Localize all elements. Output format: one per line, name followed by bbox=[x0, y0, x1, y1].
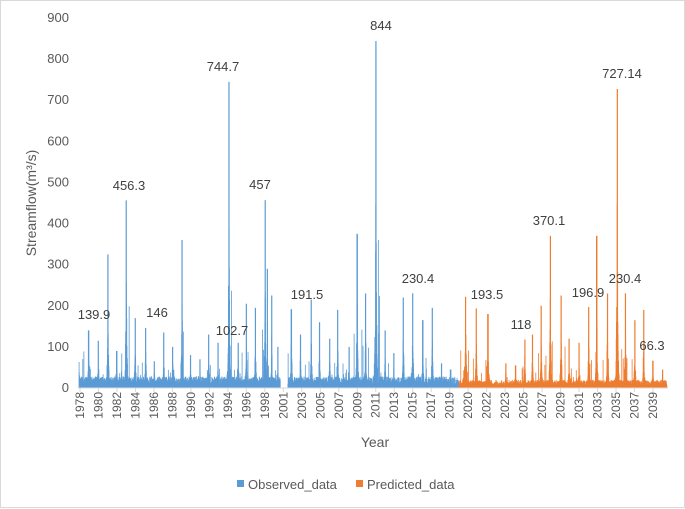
y-tick-label: 700 bbox=[47, 92, 69, 107]
x-tick-label: 2001 bbox=[276, 392, 290, 419]
data-label-observed_data: 744.7 bbox=[207, 59, 240, 74]
data-label-observed_data: 844 bbox=[370, 18, 392, 33]
y-axis-label: Streamflow(m³/s) bbox=[23, 150, 39, 257]
legend-swatch-predicted bbox=[356, 480, 363, 487]
x-tick-label: 2020 bbox=[461, 392, 475, 419]
x-tick-label: 1988 bbox=[165, 392, 179, 419]
data-label-observed_data: 102.7 bbox=[216, 323, 249, 338]
series-predicted_data bbox=[458, 89, 668, 388]
x-axis-label: Year bbox=[361, 434, 390, 450]
x-tick-label: 2009 bbox=[350, 392, 364, 419]
y-tick-label: 500 bbox=[47, 174, 69, 189]
x-tick-label: 1986 bbox=[147, 392, 161, 419]
x-tick-label: 1982 bbox=[110, 392, 124, 419]
x-tick-label: 1978 bbox=[73, 392, 87, 419]
x-tick-label: 1994 bbox=[221, 392, 235, 419]
x-tick-label: 2025 bbox=[517, 392, 531, 419]
plot-area bbox=[78, 41, 668, 388]
data-label-predicted_data: 370.1 bbox=[533, 213, 566, 228]
y-tick-label: 300 bbox=[47, 257, 69, 272]
x-tick-label: 2015 bbox=[406, 392, 420, 419]
legend-label-observed: Observed_data bbox=[248, 477, 338, 492]
data-label-observed_data: 139.9 bbox=[78, 307, 111, 322]
data-label-observed_data: 456.3 bbox=[113, 178, 146, 193]
y-tick-label: 600 bbox=[47, 133, 69, 148]
x-tick-label: 2003 bbox=[295, 392, 309, 419]
x-tick-label: 2017 bbox=[424, 392, 438, 419]
x-tick-label: 2019 bbox=[443, 392, 457, 419]
y-tick-label: 100 bbox=[47, 339, 69, 354]
data-label-predicted_data: 230.4 bbox=[609, 271, 642, 286]
x-tick-label: 2031 bbox=[572, 392, 586, 419]
data-label-predicted_data: 196.9 bbox=[572, 285, 605, 300]
data-label-observed_data: 146 bbox=[146, 305, 168, 320]
data-label-predicted_data: 118 bbox=[511, 317, 532, 332]
data-label-predicted_data: 727.14 bbox=[602, 66, 642, 81]
x-tick-label: 1980 bbox=[91, 392, 105, 419]
y-tick-label: 800 bbox=[47, 51, 69, 66]
y-tick-label: 400 bbox=[47, 216, 69, 231]
x-tick-label: 1998 bbox=[258, 392, 272, 419]
x-tick-label: 2027 bbox=[535, 392, 549, 419]
x-tick-label: 2007 bbox=[332, 392, 346, 419]
y-tick-label: 900 bbox=[47, 10, 69, 25]
data-label-predicted_data: 193.5 bbox=[471, 287, 504, 302]
data-label-observed_data: 191.5 bbox=[291, 287, 324, 302]
legend-swatch-observed bbox=[237, 480, 244, 487]
x-tick-label: 2011 bbox=[369, 392, 383, 418]
x-tick-label: 2033 bbox=[591, 392, 605, 419]
x-tick-label: 2022 bbox=[480, 392, 494, 419]
data-label-observed_data: 230.4 bbox=[402, 271, 435, 286]
x-tick-label: 2035 bbox=[609, 392, 623, 419]
x-tick-label: 2023 bbox=[498, 392, 512, 419]
x-tick-label: 2037 bbox=[628, 392, 642, 419]
x-tick-label: 1984 bbox=[128, 392, 142, 419]
y-tick-label: 0 bbox=[62, 380, 69, 395]
x-tick-label: 1996 bbox=[239, 392, 253, 419]
series-observed_data bbox=[78, 41, 460, 388]
x-tick-label: 2013 bbox=[387, 392, 401, 419]
axes: 0 100 200 300 400 500 600 700 800 900 1978 1980 1982… bbox=[47, 10, 668, 419]
legend: Observed_data Predicted_data bbox=[237, 477, 455, 492]
legend-label-predicted: Predicted_data bbox=[367, 477, 455, 492]
x-tick-label: 2005 bbox=[313, 392, 327, 419]
x-tick-label: 1992 bbox=[202, 392, 216, 419]
x-tick-label: 1990 bbox=[184, 392, 198, 419]
data-label-predicted_data: 66.3 bbox=[639, 338, 664, 353]
x-tick-label: 2039 bbox=[646, 392, 660, 419]
y-tick-label: 200 bbox=[47, 298, 69, 313]
data-label-observed_data: 457 bbox=[249, 177, 271, 192]
data-labels: 139.9 456.3 146 744.7 102.7 457 191.5 844 230.4 1… bbox=[78, 18, 665, 353]
x-tick-label: 2029 bbox=[554, 392, 568, 419]
